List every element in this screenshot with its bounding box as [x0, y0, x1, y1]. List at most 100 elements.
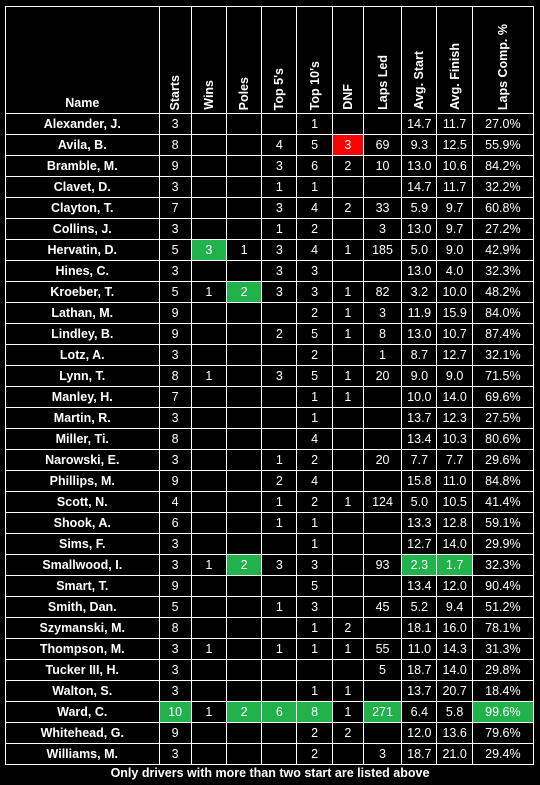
- cell-laps-comp: 80.6%: [471, 428, 535, 450]
- cell-poles: [225, 449, 263, 471]
- cell-top10: 2: [296, 743, 333, 765]
- cell-top10: [296, 659, 333, 681]
- cell-name: Ward, C.: [5, 701, 160, 723]
- header-name: Name: [5, 6, 160, 114]
- cell-laps-led: 8: [362, 323, 403, 345]
- table-row: Sims, F. 3 1 12.7 14.0 29.9%: [5, 533, 535, 555]
- cell-wins: [190, 596, 227, 618]
- cell-avg-finish: 9.4: [436, 596, 473, 618]
- table-row: Smart, T. 9 5 13.4 12.0 90.4%: [5, 575, 535, 597]
- cell-name: Hervatin, D.: [5, 239, 160, 261]
- cell-top5: 2: [261, 470, 298, 492]
- cell-top5: [261, 113, 298, 135]
- cell-avg-finish: 12.0: [436, 575, 473, 597]
- cell-laps-led: 20: [362, 365, 403, 387]
- cell-avg-start: 7.7: [401, 449, 438, 471]
- cell-laps-led: 45: [362, 596, 403, 618]
- cell-name: Tucker III, H.: [5, 659, 160, 681]
- cell-top10: 4: [296, 239, 333, 261]
- table-row: Alexander, J. 3 1 14.7 11.7 27.0%: [5, 113, 535, 135]
- cell-avg-start: 5.9: [401, 197, 438, 219]
- cell-dnf: [331, 113, 364, 135]
- cell-dnf: 2: [331, 722, 364, 744]
- cell-dnf: [331, 407, 364, 429]
- cell-laps-comp: 29.8%: [471, 659, 535, 681]
- cell-name: Whitehead, G.: [5, 722, 160, 744]
- cell-name: Lynn, T.: [5, 365, 160, 387]
- cell-dnf: [331, 218, 364, 240]
- cell-laps-led: [362, 533, 403, 555]
- cell-starts: 3: [158, 113, 192, 135]
- cell-poles: [225, 575, 263, 597]
- cell-starts: 8: [158, 428, 192, 450]
- cell-top10: 3: [296, 596, 333, 618]
- table-row: Tucker III, H. 3 5 18.7 14.0 29.8%: [5, 659, 535, 681]
- cell-laps-led: 69: [362, 134, 403, 156]
- cell-avg-start: 5.2: [401, 596, 438, 618]
- cell-top5: 6: [261, 701, 298, 723]
- table-row: Collins, J. 3 1 2 3 13.0 9.7 27.2%: [5, 218, 535, 240]
- cell-dnf: [331, 575, 364, 597]
- cell-avg-start: 18.7: [401, 659, 438, 681]
- cell-avg-finish: 16.0: [436, 617, 473, 639]
- cell-dnf: 1: [331, 638, 364, 660]
- cell-wins: [190, 113, 227, 135]
- cell-name: Lathan, M.: [5, 302, 160, 324]
- cell-laps-led: [362, 512, 403, 534]
- cell-name: Miller, Ti.: [5, 428, 160, 450]
- cell-poles: [225, 260, 263, 282]
- cell-avg-start: 14.7: [401, 113, 438, 135]
- cell-wins: [190, 323, 227, 345]
- cell-laps-led: 3: [362, 218, 403, 240]
- cell-avg-finish: 1.7: [436, 554, 473, 576]
- cell-dnf: [331, 470, 364, 492]
- cell-wins: [190, 260, 227, 282]
- cell-wins: [190, 470, 227, 492]
- cell-starts: 3: [158, 218, 192, 240]
- cell-top10: 5: [296, 575, 333, 597]
- cell-poles: 2: [225, 281, 263, 303]
- cell-dnf: [331, 176, 364, 198]
- cell-avg-finish: 20.7: [436, 680, 473, 702]
- cell-laps-comp: 84.2%: [471, 155, 535, 177]
- cell-starts: 5: [158, 281, 192, 303]
- table-row: Ward, C. 10 1 2 6 8 1 271 6.4 5.8 99.6%: [5, 701, 535, 723]
- cell-top5: [261, 407, 298, 429]
- cell-avg-start: 9.0: [401, 365, 438, 387]
- cell-top10: 5: [296, 134, 333, 156]
- table-row: Kroeber, T. 5 1 2 3 3 1 82 3.2 10.0 48.2%: [5, 281, 535, 303]
- table-row: Smith, Dan. 5 1 3 45 5.2 9.4 51.2%: [5, 596, 535, 618]
- cell-starts: 3: [158, 176, 192, 198]
- cell-laps-led: 20: [362, 449, 403, 471]
- cell-top10: 1: [296, 113, 333, 135]
- cell-dnf: 1: [331, 323, 364, 345]
- cell-name: Smith, Dan.: [5, 596, 160, 618]
- cell-avg-start: 13.0: [401, 323, 438, 345]
- cell-name: Martin, R.: [5, 407, 160, 429]
- cell-poles: [225, 743, 263, 765]
- cell-name: Collins, J.: [5, 218, 160, 240]
- cell-starts: 7: [158, 197, 192, 219]
- cell-dnf: [331, 659, 364, 681]
- cell-name: Smallwood, I.: [5, 554, 160, 576]
- cell-avg-finish: 10.7: [436, 323, 473, 345]
- cell-wins: 3: [190, 239, 227, 261]
- cell-dnf: 1: [331, 680, 364, 702]
- cell-laps-comp: 99.6%: [471, 701, 535, 723]
- cell-top10: 4: [296, 197, 333, 219]
- header-avg-finish: Avg. Finish: [436, 6, 473, 114]
- cell-avg-finish: 21.0: [436, 743, 473, 765]
- cell-top5: 3: [261, 260, 298, 282]
- cell-laps-comp: 87.4%: [471, 323, 535, 345]
- cell-laps-led: [362, 722, 403, 744]
- driver-stats-table: Name Starts Wins Poles Top 5's Top 10's …: [5, 6, 535, 765]
- cell-dnf: 1: [331, 239, 364, 261]
- cell-wins: [190, 722, 227, 744]
- cell-avg-finish: 12.5: [436, 134, 473, 156]
- cell-starts: 9: [158, 323, 192, 345]
- cell-laps-comp: 29.9%: [471, 533, 535, 555]
- cell-avg-start: 13.0: [401, 155, 438, 177]
- cell-starts: 3: [158, 344, 192, 366]
- cell-laps-comp: 69.6%: [471, 386, 535, 408]
- cell-laps-led: [362, 617, 403, 639]
